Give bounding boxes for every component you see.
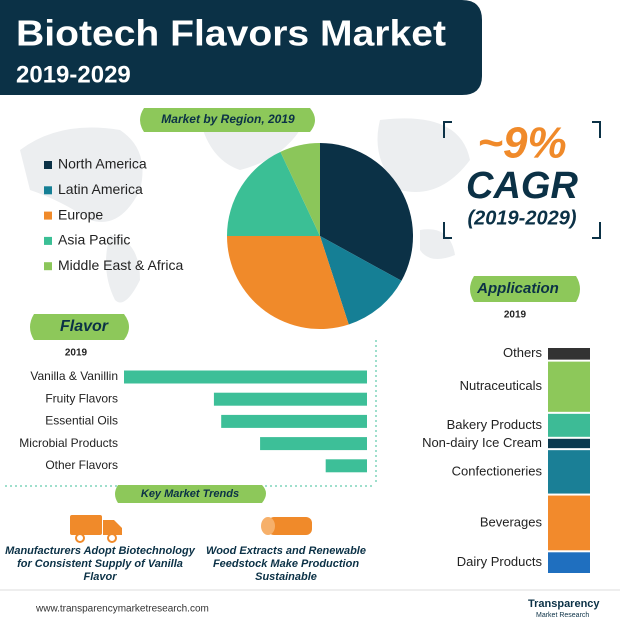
legend-swatch	[44, 262, 52, 271]
stack-segment	[548, 413, 590, 437]
stack-label: Confectioneries	[452, 463, 543, 478]
bar-label: Fruity Flavors	[45, 391, 118, 405]
trends-title: Key Market Trends	[141, 488, 239, 500]
flavor-title: Flavor	[60, 318, 109, 335]
legend-swatch	[44, 186, 52, 195]
bar	[124, 370, 367, 384]
legend-swatch	[44, 211, 52, 220]
pie-slice	[320, 143, 414, 281]
pie-slice	[280, 143, 320, 236]
application-title: Application	[476, 280, 559, 297]
trend-text: Manufacturers Adopt Biotechnology for Co…	[5, 545, 195, 583]
truck-icon	[70, 515, 122, 543]
pie-slice	[320, 236, 402, 325]
banner	[140, 108, 315, 132]
world-map	[20, 116, 470, 303]
log-icon	[261, 517, 312, 535]
bar-label: Vanilla & Vanillin	[30, 369, 118, 383]
trends-banner	[115, 485, 266, 503]
cagr-value: ~9%	[477, 119, 566, 168]
stack-label: Dairy Products	[457, 554, 543, 569]
banner	[470, 276, 580, 302]
cagr-label: CAGR	[466, 165, 578, 207]
bar	[325, 459, 367, 473]
stack-segment	[548, 348, 590, 360]
application-year: 2019	[504, 310, 527, 321]
bar-label: Essential Oils	[45, 414, 118, 428]
bar-label: Microbial Products	[19, 436, 118, 450]
trend-text: Wood Extracts and Renewable Feedstock Ma…	[206, 545, 366, 583]
title: Biotech Flavors Market	[16, 13, 446, 54]
stack-label: Nutraceuticals	[460, 378, 543, 393]
stack-segment	[548, 552, 590, 573]
brand-sub: Market Research	[536, 612, 589, 619]
cagr-period: (2019-2029)	[468, 207, 577, 229]
legend-label: Middle East & Africa	[58, 257, 183, 273]
stack-segment	[548, 450, 590, 494]
subtitle: 2019-2029	[16, 61, 131, 88]
pie-title: Market by Region, 2019	[161, 112, 295, 126]
legend-swatch	[44, 236, 52, 245]
bar-label: Other Flavors	[45, 458, 118, 472]
pie-slice	[227, 151, 320, 236]
stack-segment	[548, 361, 590, 412]
legend-label: North America	[58, 156, 147, 172]
stack-segment	[548, 438, 590, 449]
bar	[213, 392, 367, 406]
legend-swatch	[44, 161, 52, 169]
legend-label: Europe	[58, 206, 103, 222]
bar	[260, 437, 367, 451]
stack-label: Bakery Products	[447, 417, 543, 432]
stack-label: Beverages	[480, 514, 543, 529]
legend-label: Latin America	[58, 181, 143, 197]
brand: Transparency	[528, 598, 600, 610]
header-banner	[0, 0, 482, 95]
cagr-brackets	[443, 121, 601, 239]
stack-label: Non-dairy Ice Cream	[422, 435, 542, 450]
flavor-year: 2019	[65, 348, 88, 359]
footer-url: www.transparencymarketresearch.com	[35, 604, 209, 615]
legend-label: Asia Pacific	[58, 232, 130, 248]
banner	[30, 314, 129, 340]
stack-segment	[548, 495, 590, 551]
pie-slice	[227, 236, 349, 329]
bar	[221, 414, 367, 428]
stack-label: Others	[503, 345, 543, 360]
